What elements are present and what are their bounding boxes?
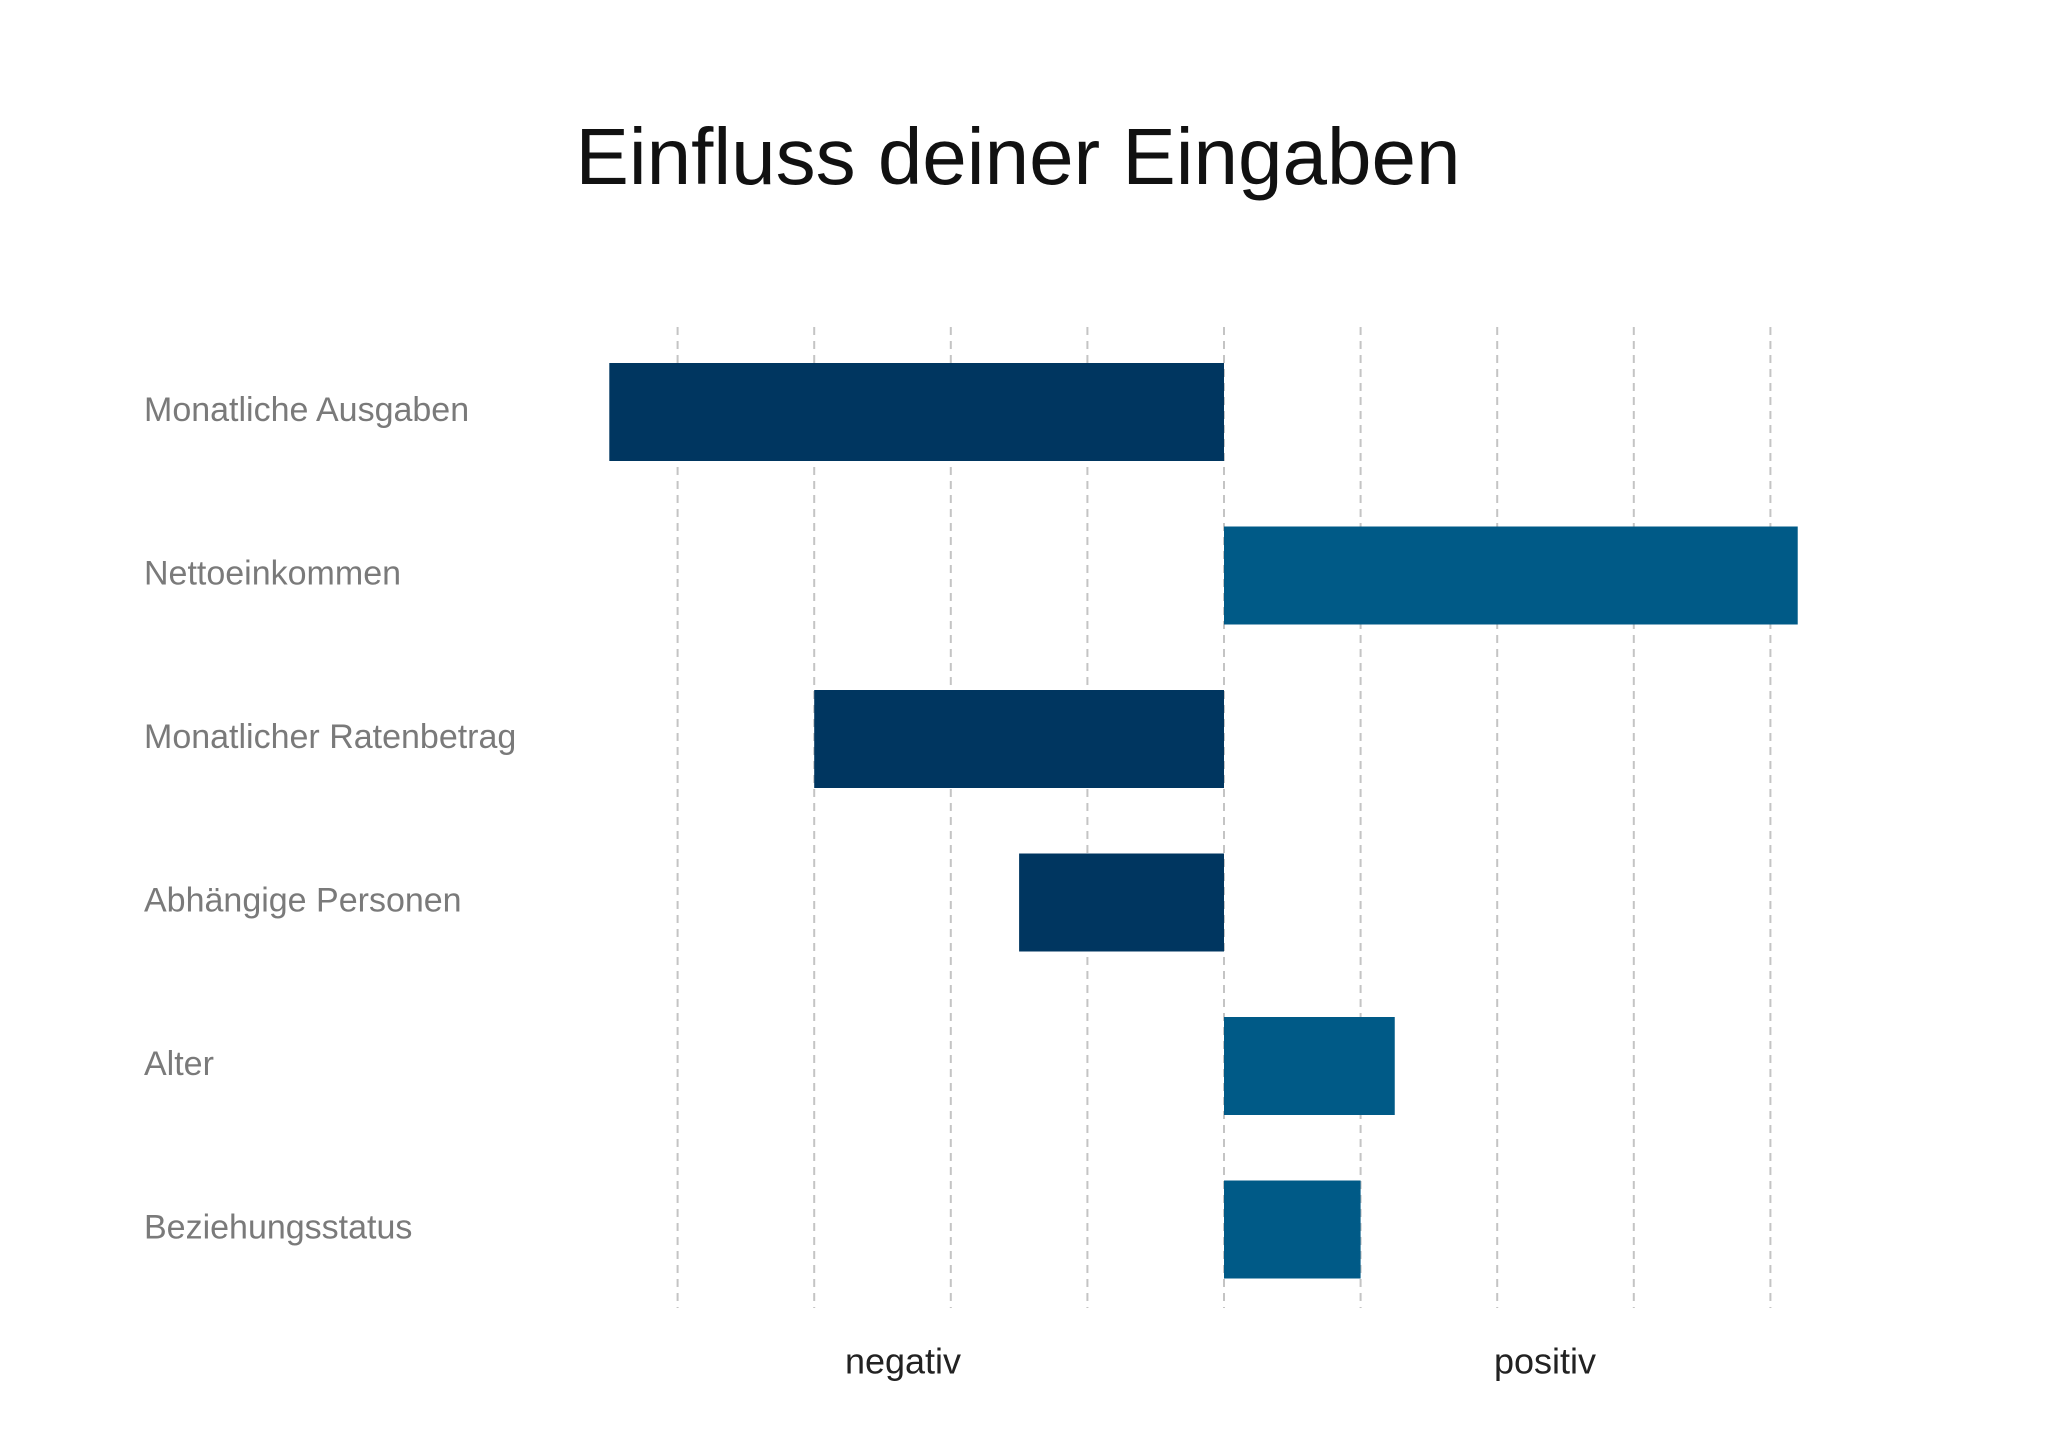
bar — [1019, 853, 1224, 952]
category-label: Monatlicher Ratenbetrag — [144, 718, 516, 756]
axis-label: negativ — [845, 1341, 961, 1382]
bar — [1224, 1017, 1395, 1115]
category-label: Beziehungsstatus — [144, 1208, 412, 1246]
bar — [609, 363, 1224, 461]
bar — [1224, 526, 1798, 625]
category-label: Alter — [144, 1045, 214, 1083]
category-label: Nettoeinkommen — [144, 554, 401, 592]
category-label: Abhängige Personen — [144, 881, 462, 919]
bar — [1224, 1180, 1361, 1279]
chart-title: Einfluss deiner Eingaben — [575, 112, 1460, 201]
bar — [814, 690, 1224, 788]
category-label: Monatliche Ausgaben — [144, 391, 469, 429]
axis-label: positiv — [1494, 1341, 1596, 1382]
